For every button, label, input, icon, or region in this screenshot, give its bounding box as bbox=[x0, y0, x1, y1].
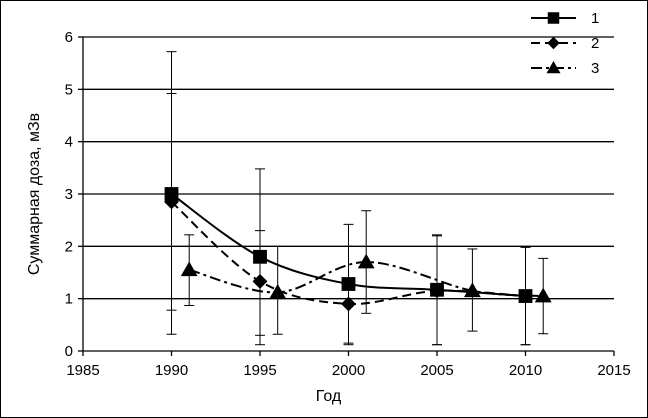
legend-marker bbox=[547, 36, 560, 50]
x-tick-label: 2005 bbox=[420, 362, 453, 379]
legend-marker bbox=[547, 12, 560, 24]
series-2 bbox=[164, 93, 533, 346]
x-tick-label: 2015 bbox=[597, 362, 630, 379]
y-tick-label: 6 bbox=[65, 29, 73, 46]
legend-label: 3 bbox=[591, 60, 599, 77]
x-tick-label: 1985 bbox=[66, 362, 99, 379]
legend: 1 2 3 bbox=[531, 10, 599, 77]
y-tick-label: 4 bbox=[65, 134, 73, 151]
data-point bbox=[164, 194, 179, 210]
legend-item-1: 1 bbox=[531, 10, 599, 27]
y-tick-label: 2 bbox=[65, 238, 73, 255]
axes: 0 1 2 3 4 5 6 1985 1990 1995 2000 2005 2010 2015 bbox=[65, 29, 631, 379]
legend-marker bbox=[546, 61, 561, 74]
legend-label: 2 bbox=[591, 35, 599, 52]
x-tick-label: 2010 bbox=[509, 362, 542, 379]
legend-item-2: 2 bbox=[531, 35, 599, 52]
legend-item-3: 3 bbox=[531, 60, 599, 77]
x-axis-title: Год bbox=[316, 388, 342, 405]
y-axis-title: Суммарная доза, мЗв bbox=[26, 113, 43, 275]
y-tick-label: 0 bbox=[65, 343, 73, 360]
data-point bbox=[464, 282, 481, 298]
data-point bbox=[252, 273, 268, 289]
series-layer bbox=[164, 51, 552, 346]
data-point bbox=[341, 296, 356, 312]
data-point bbox=[357, 253, 375, 269]
x-tick-label: 1990 bbox=[155, 362, 188, 379]
x-tick-label: 1995 bbox=[243, 362, 276, 379]
data-point bbox=[269, 283, 287, 299]
data-point bbox=[518, 288, 533, 304]
y-tick-label: 5 bbox=[65, 81, 73, 98]
data-point bbox=[180, 261, 198, 277]
y-tick-label: 3 bbox=[65, 186, 73, 203]
data-point bbox=[534, 287, 552, 303]
x-tick-label: 2000 bbox=[332, 362, 365, 379]
legend-label: 1 bbox=[591, 10, 599, 27]
data-point bbox=[429, 283, 445, 299]
series-3 bbox=[180, 210, 552, 335]
y-tick-label: 1 bbox=[65, 291, 73, 308]
